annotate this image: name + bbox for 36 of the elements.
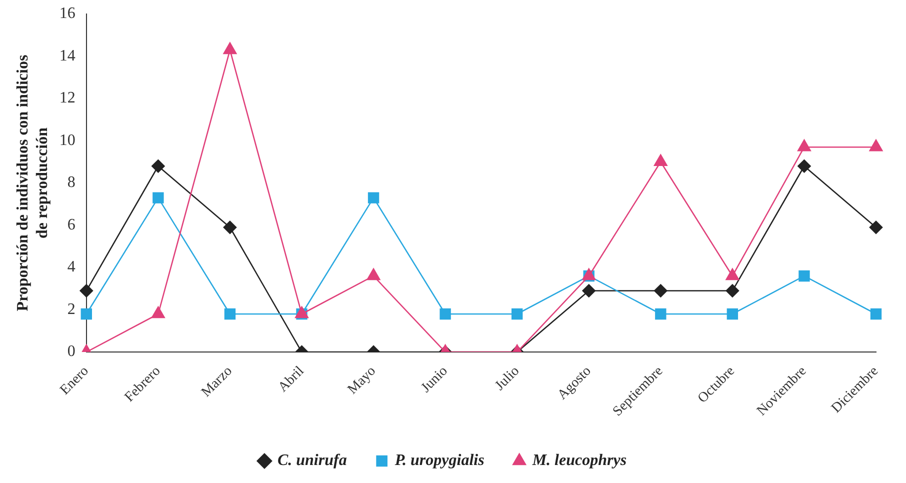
point xyxy=(654,154,668,166)
point xyxy=(223,220,237,234)
x-tick-label: Julio xyxy=(492,364,523,394)
legend-label: M. leucophrys xyxy=(531,452,627,470)
legend-label: C. unirufa xyxy=(277,452,347,470)
point xyxy=(869,220,883,234)
y-tick-label: 0 xyxy=(67,343,76,360)
point xyxy=(798,139,811,152)
y-axis-title: Proporción de individuos con indicios de reproducción xyxy=(14,54,51,312)
point xyxy=(440,308,451,320)
point xyxy=(152,159,165,173)
y-tick-label: 2 xyxy=(67,300,76,318)
y-tick-label: 8 xyxy=(67,174,76,192)
point xyxy=(654,284,668,298)
legend-label: P. uropygialis xyxy=(394,452,484,470)
point xyxy=(223,42,237,54)
point xyxy=(726,284,740,298)
point xyxy=(870,308,882,320)
point xyxy=(80,308,92,320)
y-tick-label: 12 xyxy=(59,90,76,107)
y-tick-label: 4 xyxy=(67,258,76,276)
point xyxy=(152,192,164,204)
point xyxy=(798,159,811,173)
point xyxy=(80,284,94,298)
point xyxy=(224,308,236,320)
y-tick-label: 16 xyxy=(59,5,76,22)
y-tick-label: 6 xyxy=(67,216,76,234)
y-tick-label: 14 xyxy=(59,47,76,64)
point xyxy=(869,139,883,152)
point xyxy=(368,192,380,204)
point xyxy=(798,270,810,282)
point xyxy=(655,308,666,320)
point xyxy=(511,308,523,320)
point xyxy=(582,284,596,298)
point xyxy=(726,308,738,320)
y-tick-label: 10 xyxy=(59,132,76,149)
